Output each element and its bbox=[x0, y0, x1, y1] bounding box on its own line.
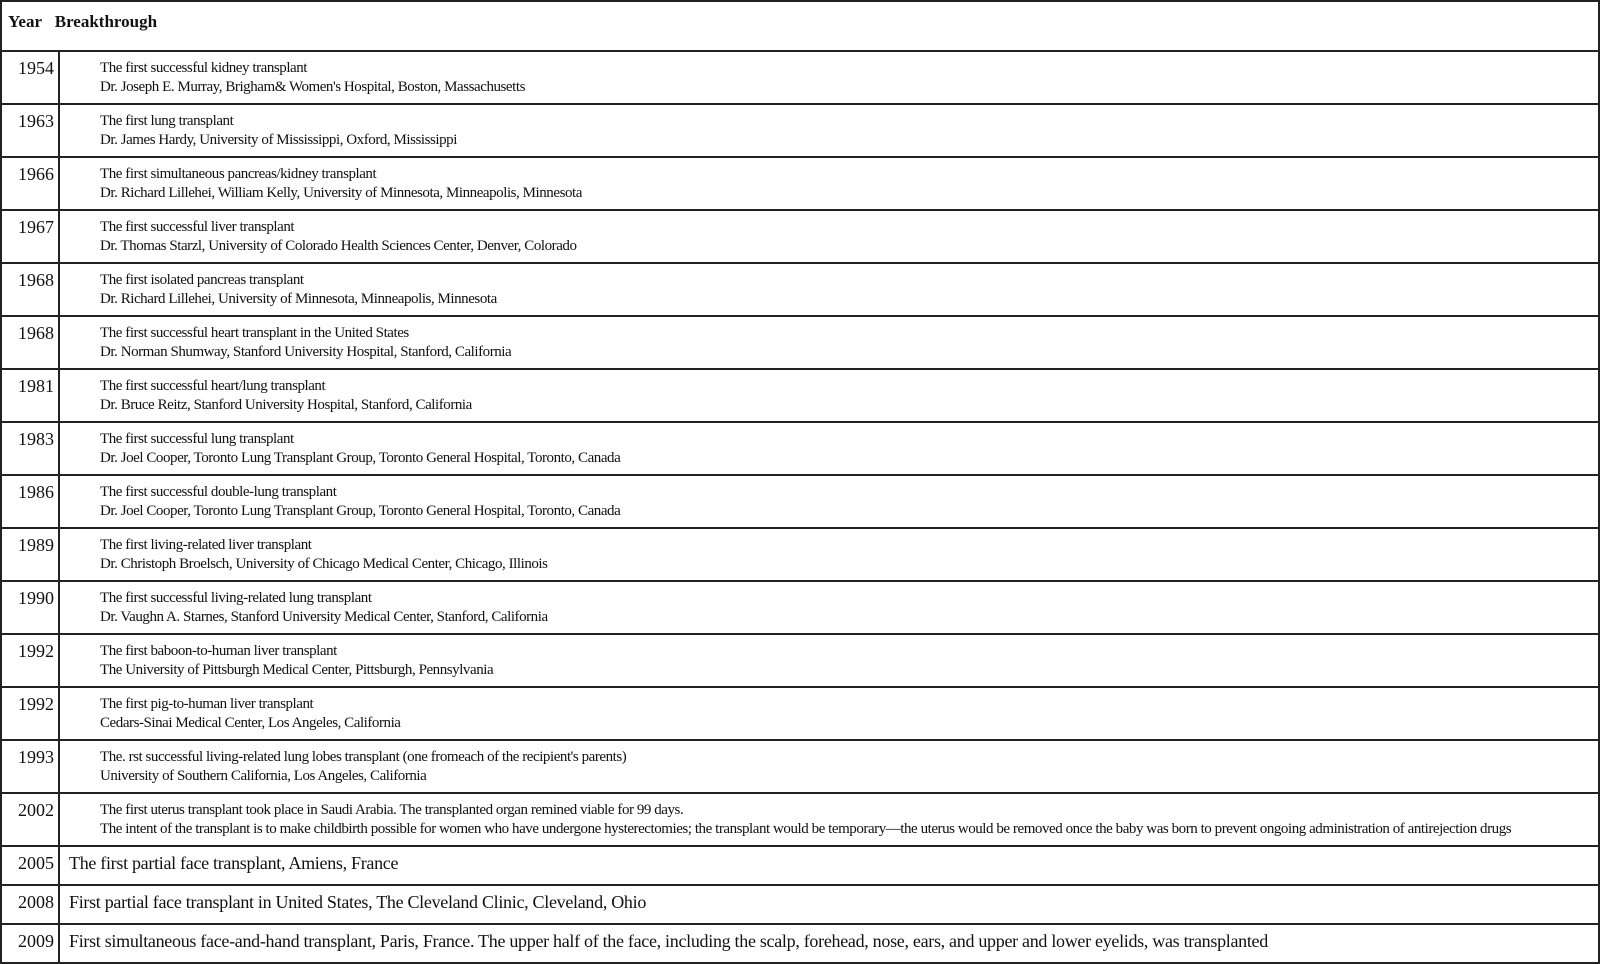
breakthrough-cell: First simultaneous face-and-hand transpl… bbox=[58, 923, 1600, 964]
table-row: 2008 First partial face transplant in Uni… bbox=[0, 884, 1600, 925]
header-row: Year Breakthrough bbox=[0, 0, 1600, 52]
breakthrough-line: The first successful kidney transplant bbox=[100, 60, 308, 76]
year-cell: 2008 bbox=[0, 884, 60, 925]
year-cell: 1963 bbox=[0, 103, 60, 158]
year-cell: 1954 bbox=[0, 50, 60, 105]
breakthrough-line: Dr. Bruce Reitz, Stanford University Hos… bbox=[100, 397, 472, 413]
table-row: 1968 The first successful heart transplan… bbox=[0, 315, 1600, 370]
year-cell: 1968 bbox=[0, 315, 60, 370]
breakthrough-line: The first successful heart transplant in… bbox=[100, 325, 409, 341]
year-cell: 1967 bbox=[0, 209, 60, 264]
breakthrough-line: University of Southern California, Los A… bbox=[100, 768, 427, 784]
table-row: 1986 The first successful double-lung tra… bbox=[0, 474, 1600, 529]
breakthrough-cell: The. rst successful living-related lung … bbox=[58, 739, 1600, 794]
year-cell: 1993 bbox=[0, 739, 60, 794]
breakthrough-line: Dr. Norman Shumway, Stanford University … bbox=[100, 344, 512, 360]
table-row: 1993 The. rst successful living-related l… bbox=[0, 739, 1600, 794]
breakthrough-line: The first isolated pancreas transplant bbox=[100, 272, 304, 288]
breakthrough-cell: The first successful kidney transplant Dr… bbox=[58, 50, 1600, 105]
breakthrough-header: Breakthrough bbox=[54, 12, 158, 31]
breakthrough-line: Dr. James Hardy, University of Mississip… bbox=[100, 132, 457, 148]
breakthrough-line: The first successful lung transplant bbox=[100, 431, 294, 447]
table-row: 1966 The first simultaneous pancreas/kidn… bbox=[0, 156, 1600, 211]
breakthrough-line: Dr. Vaughn A. Starnes, Stanford Universi… bbox=[100, 609, 548, 625]
breakthrough-cell: The first baboon-to-human liver transpla… bbox=[58, 633, 1600, 688]
breakthrough-cell: First partial face transplant in United … bbox=[58, 884, 1600, 925]
breakthrough-cell: The first uterus transplant took place i… bbox=[58, 792, 1600, 847]
breakthrough-line: The first lung transplant bbox=[100, 113, 234, 129]
year-cell: 1992 bbox=[0, 633, 60, 688]
breakthrough-line: The intent of the transplant is to make … bbox=[100, 821, 1512, 837]
breakthrough-line: The first successful heart/lung transpla… bbox=[100, 378, 326, 394]
breakthrough-line: The University of Pittsburgh Medical Cen… bbox=[100, 662, 494, 678]
year-cell: 2009 bbox=[0, 923, 60, 964]
breakthrough-line: Dr. Thomas Starzl, University of Colorad… bbox=[100, 238, 577, 254]
breakthrough-line: Dr. Richard Lillehei, William Kelly, Uni… bbox=[100, 185, 582, 201]
breakthrough-line: The first pig-to-human liver transplant bbox=[100, 696, 314, 712]
table-row: 1967 The first successful liver transplan… bbox=[0, 209, 1600, 264]
breakthrough-line: The first successful liver transplant bbox=[100, 219, 295, 235]
table-row: 1992 The first pig-to-human liver transpl… bbox=[0, 686, 1600, 741]
breakthrough-cell: The first living-related liver transplan… bbox=[58, 527, 1600, 582]
table-row: 2005 The first partial face transplant, A… bbox=[0, 845, 1600, 886]
breakthrough-line: Dr. Joseph E. Murray, Brigham& Women's H… bbox=[100, 79, 525, 95]
breakthrough-cell: The first successful heart transplant in… bbox=[58, 315, 1600, 370]
year-cell: 1966 bbox=[0, 156, 60, 211]
breakthrough-line: Dr. Joel Cooper, Toronto Lung Transplant… bbox=[100, 503, 621, 519]
table-row: 1981 The first successful heart/lung tran… bbox=[0, 368, 1600, 423]
year-cell: 1986 bbox=[0, 474, 60, 529]
breakthrough-cell: The first simultaneous pancreas/kidney t… bbox=[58, 156, 1600, 211]
table-row: 1968 The first isolated pancreas transpla… bbox=[0, 262, 1600, 317]
year-cell: 1981 bbox=[0, 368, 60, 423]
table-row: 2009 First simultaneous face-and-hand tra… bbox=[0, 923, 1600, 964]
year-cell: 1990 bbox=[0, 580, 60, 635]
breakthrough-line: The. rst successful living-related lung … bbox=[100, 749, 627, 765]
year-cell: 1983 bbox=[0, 421, 60, 476]
breakthrough-cell: The first successful double-lung transpl… bbox=[58, 474, 1600, 529]
table-row: 1992 The first baboon-to-human liver tran… bbox=[0, 633, 1600, 688]
breakthrough-line: The first living-related liver transplan… bbox=[100, 537, 312, 553]
breakthrough-line: The first successful double-lung transpl… bbox=[100, 484, 337, 500]
year-cell: 1968 bbox=[0, 262, 60, 317]
breakthrough-cell: The first successful lung transplant Dr. … bbox=[58, 421, 1600, 476]
year-cell: 1989 bbox=[0, 527, 60, 582]
breakthrough-cell: The first successful liver transplant Dr.… bbox=[58, 209, 1600, 264]
breakthrough-line: Dr. Joel Cooper, Toronto Lung Transplant… bbox=[100, 450, 621, 466]
breakthrough-line: The first baboon-to-human liver transpla… bbox=[100, 643, 337, 659]
table-row: 1983 The first successful lung transplant… bbox=[0, 421, 1600, 476]
year-cell: 2005 bbox=[0, 845, 60, 886]
breakthrough-cell: The first lung transplant Dr. James Hardy… bbox=[58, 103, 1600, 158]
table-row: 2002 The first uterus transplant took pla… bbox=[0, 792, 1600, 847]
breakthrough-line: The first simultaneous pancreas/kidney t… bbox=[100, 166, 377, 182]
table-row: 1989 The first living-related liver trans… bbox=[0, 527, 1600, 582]
breakthrough-cell: The first isolated pancreas transplant Dr… bbox=[58, 262, 1600, 317]
table-row: 1954 The first successful kidney transpla… bbox=[0, 50, 1600, 105]
table-row: 1990 The first successful living-related … bbox=[0, 580, 1600, 635]
breakthrough-line: Dr. Christoph Broelsch, University of Ch… bbox=[100, 556, 548, 572]
year-cell: 2002 bbox=[0, 792, 60, 847]
year-cell: 1992 bbox=[0, 686, 60, 741]
breakthrough-cell: The first successful living-related lung… bbox=[58, 580, 1600, 635]
breakthrough-cell: The first partial face transplant, Amien… bbox=[58, 845, 1600, 886]
header-cell: Year Breakthrough bbox=[0, 0, 1600, 52]
breakthrough-cell: The first successful heart/lung transpla… bbox=[58, 368, 1600, 423]
breakthrough-cell: The first pig-to-human liver transplant C… bbox=[58, 686, 1600, 741]
table-row: 1963 The first lung transplant Dr. James H… bbox=[0, 103, 1600, 158]
breakthrough-line: Cedars-Sinai Medical Center, Los Angeles… bbox=[100, 715, 401, 731]
breakthrough-line: Dr. Richard Lillehei, University of Minn… bbox=[100, 291, 497, 307]
year-header: Year bbox=[8, 12, 42, 31]
breakthrough-line: The first successful living-related lung… bbox=[100, 590, 372, 606]
breakthrough-line: The first uterus transplant took place i… bbox=[100, 802, 684, 818]
